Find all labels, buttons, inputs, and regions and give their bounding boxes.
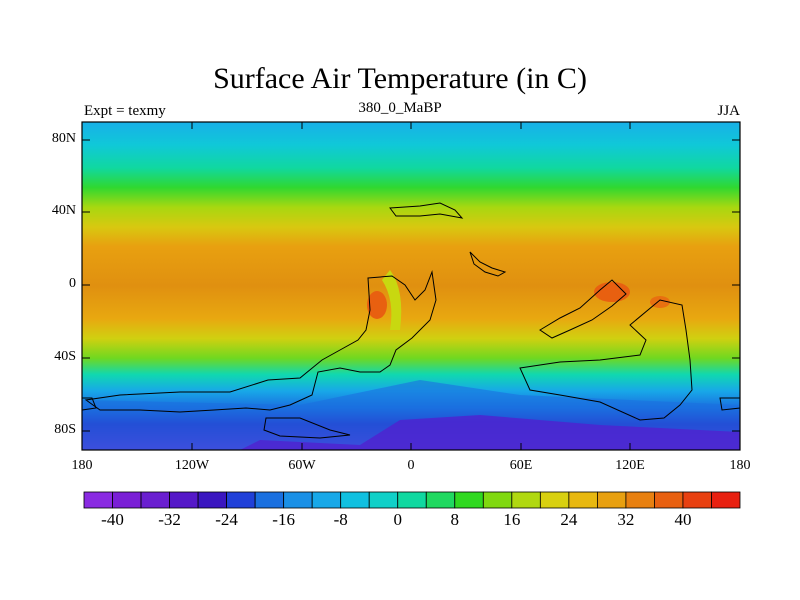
colorbar-tick-label: -40 [101,510,124,529]
lat-label-40s: 40S [54,349,76,364]
colorbar-swatch [511,491,541,509]
colorbar-swatch [83,491,113,509]
colorbar-swatch [682,491,712,509]
lon-label-0: 0 [407,458,415,473]
cool-band-west [382,270,402,330]
polar-cold-zone [240,415,740,450]
colorbar-swatch [625,491,655,509]
colorbar-swatch [112,491,142,509]
colorbar-swatch [654,491,684,509]
colorbar [83,491,741,509]
colorbar-swatch [226,491,256,509]
colorbar-tick-label: 8 [450,510,460,529]
landmass-east-coast [539,279,627,339]
lat-label-80s: 80S [54,422,76,437]
lon-label-120w: 120W [174,458,210,473]
landmass-north [389,202,464,219]
colorbar-swatch [596,491,627,509]
landmass-gondwana-west [84,270,437,413]
colorbar-swatch [311,491,342,509]
lat-label-40n: 40N [51,203,76,218]
colorbar-tick-label: 24 [560,510,578,529]
lon-label-120e: 120E [615,458,645,473]
experiment-label: Expt = texmy [84,103,166,119]
lat-label-80n: 80N [51,131,76,146]
colorbar-swatch [197,491,228,509]
colorbar-tick-label: 40 [674,510,692,529]
lat-label-0: 0 [69,276,76,291]
colorbar-swatch [340,491,370,509]
landmass-small-east [469,251,507,277]
colorbar-swatch [425,491,456,509]
colorbar-tick-label: -32 [158,510,181,529]
colorbar-tick-label: -8 [333,510,348,529]
colorbar-swatch [254,491,285,509]
lon-label-60e: 60E [509,458,533,473]
longitude-ticks [191,122,631,450]
colorbar-swatch [568,491,598,509]
colorbar-swatch [711,491,741,509]
colorbar-swatch [283,491,313,509]
map-subtitle: 380_0_MaBP [358,100,442,116]
continent-outlines [81,202,741,439]
hot-spot-west-gondwana [367,291,387,319]
colorbar-swatch [140,491,170,509]
colorbar-swatch [454,491,484,509]
colorbar-tick-label: -16 [272,510,295,529]
colorbar-swatch [539,491,570,509]
colorbar-tick-label: 0 [393,510,402,529]
season-label: JJA [717,103,740,119]
latitude-ticks [82,139,740,432]
colorbar-swatch [397,491,427,509]
lon-label-180e: 180 [729,458,751,473]
landmass-gondwana-east [519,299,693,421]
landmass-south-strip [263,417,351,439]
colorbar-swatch [368,491,399,509]
colorbar-swatch [169,491,199,509]
colorbar-tick-label: 16 [503,510,521,529]
colorbar-tick-label: 32 [617,510,635,529]
lon-label-60w: 60W [288,458,316,473]
hot-spot-east-2 [650,296,670,308]
colorbar-tick-label: -24 [215,510,238,529]
lon-label-180w: 180 [71,458,93,473]
colorbar-swatch [482,491,513,509]
map-title: Surface Air Temperature (in C) [213,62,587,95]
